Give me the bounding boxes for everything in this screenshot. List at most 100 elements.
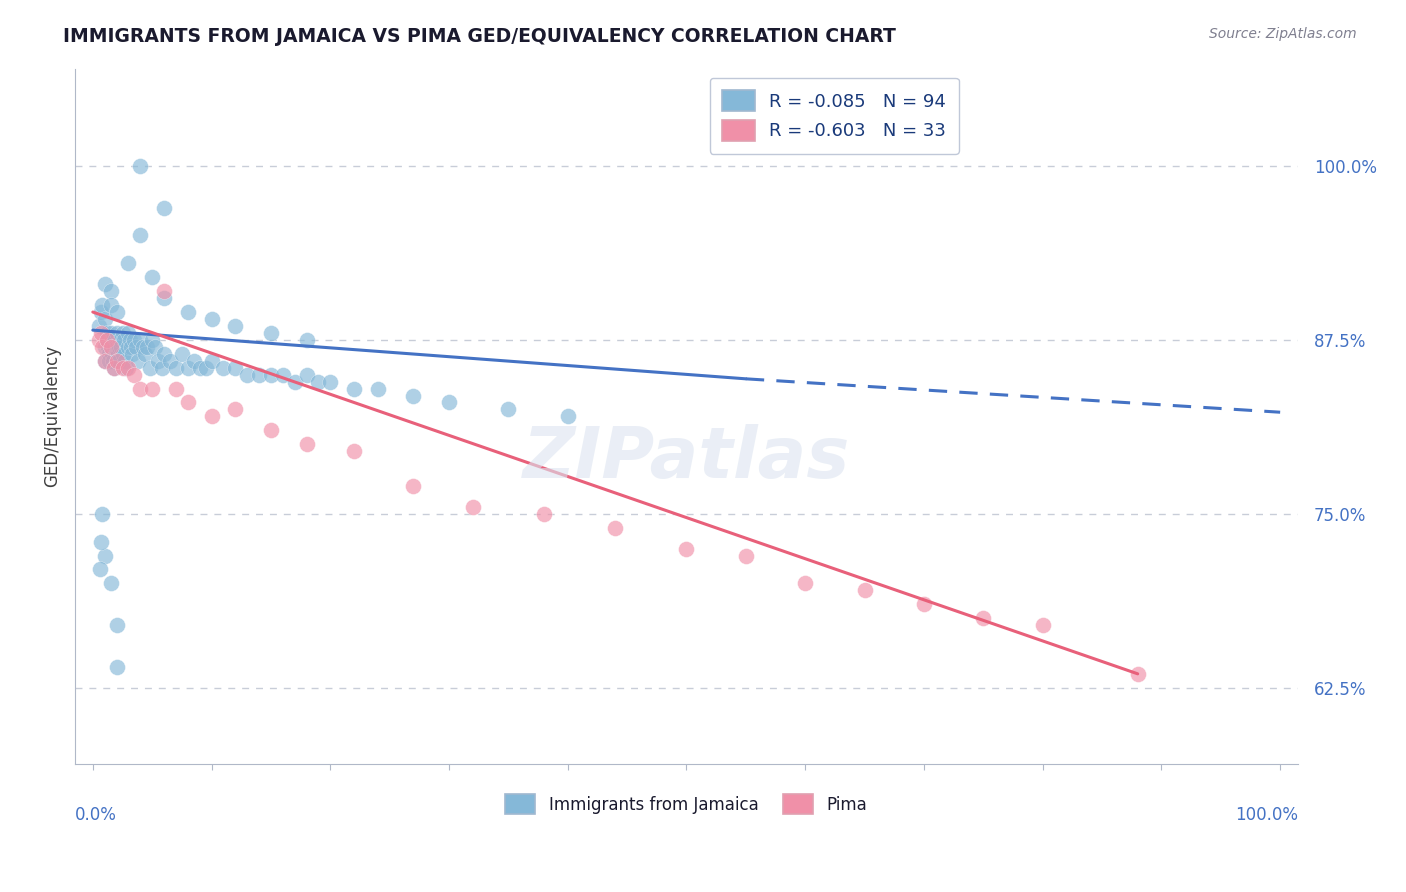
Point: [271, 368, 294, 382]
Point: [105, 305, 128, 319]
Point: [96, 326, 118, 340]
Point: [115, 360, 138, 375]
Point: [117, 340, 139, 354]
Point: [101, 353, 124, 368]
Point: [117, 326, 139, 340]
Point: [150, 360, 173, 375]
Point: [93, 549, 115, 563]
Point: [98, 347, 121, 361]
Point: [103, 340, 125, 354]
Point: [284, 375, 307, 389]
Point: [200, 312, 222, 326]
Point: [134, 347, 156, 361]
Point: [96, 333, 118, 347]
Point: [307, 375, 329, 389]
Point: [794, 576, 817, 591]
Point: [129, 228, 152, 243]
Point: [533, 507, 555, 521]
Y-axis label: GED/Equivalency: GED/Equivalency: [44, 345, 60, 487]
Point: [224, 360, 246, 375]
Point: [153, 291, 176, 305]
Point: [129, 159, 152, 173]
Point: [111, 360, 134, 375]
Point: [90, 305, 112, 319]
Point: [111, 347, 134, 361]
Point: [165, 360, 187, 375]
Point: [100, 284, 122, 298]
Point: [105, 660, 128, 674]
Point: [177, 305, 200, 319]
Point: [153, 284, 176, 298]
Point: [93, 353, 115, 368]
Point: [224, 318, 246, 333]
Point: [165, 382, 187, 396]
Point: [367, 382, 389, 396]
Point: [100, 576, 122, 591]
Point: [110, 340, 132, 354]
Point: [170, 347, 193, 361]
Point: [129, 382, 152, 396]
Point: [87, 333, 110, 347]
Point: [100, 298, 122, 312]
Point: [247, 368, 270, 382]
Point: [101, 347, 124, 361]
Point: [675, 541, 697, 556]
Point: [260, 368, 283, 382]
Point: [153, 201, 176, 215]
Point: [295, 437, 318, 451]
Point: [194, 360, 217, 375]
Point: [108, 333, 131, 347]
Point: [100, 340, 122, 354]
Point: [120, 340, 142, 354]
Point: [236, 368, 259, 382]
Point: [117, 256, 139, 270]
Point: [605, 521, 627, 535]
Point: [107, 347, 129, 361]
Point: [402, 479, 425, 493]
Point: [437, 395, 460, 409]
Point: [295, 333, 318, 347]
Point: [177, 395, 200, 409]
Point: [461, 500, 484, 514]
Text: 0.0%: 0.0%: [75, 806, 117, 824]
Text: IMMIGRANTS FROM JAMAICA VS PIMA GED/EQUIVALENCY CORRELATION CHART: IMMIGRANTS FROM JAMAICA VS PIMA GED/EQUI…: [63, 27, 896, 45]
Point: [972, 611, 994, 625]
Point: [343, 382, 366, 396]
Point: [93, 353, 115, 368]
Point: [112, 333, 135, 347]
Point: [96, 333, 118, 347]
Point: [153, 347, 176, 361]
Point: [319, 375, 342, 389]
Point: [121, 347, 143, 361]
Point: [224, 402, 246, 417]
Point: [100, 326, 122, 340]
Text: Source: ZipAtlas.com: Source: ZipAtlas.com: [1209, 27, 1357, 41]
Point: [127, 353, 149, 368]
Point: [200, 353, 222, 368]
Point: [557, 409, 579, 424]
Point: [177, 360, 200, 375]
Point: [159, 353, 181, 368]
Point: [136, 340, 159, 354]
Point: [146, 353, 169, 368]
Point: [141, 382, 163, 396]
Point: [114, 353, 136, 368]
Point: [111, 326, 134, 340]
Point: [118, 333, 141, 347]
Point: [129, 333, 152, 347]
Point: [101, 333, 124, 347]
Point: [93, 312, 115, 326]
Point: [105, 618, 128, 632]
Point: [108, 353, 131, 368]
Point: [212, 360, 235, 375]
Point: [103, 360, 125, 375]
Point: [141, 333, 163, 347]
Point: [93, 277, 115, 292]
Point: [98, 353, 121, 368]
Point: [139, 360, 162, 375]
Point: [188, 360, 211, 375]
Point: [260, 423, 283, 437]
Text: ZIPatlas: ZIPatlas: [523, 424, 851, 492]
Point: [117, 360, 139, 375]
Point: [295, 368, 318, 382]
